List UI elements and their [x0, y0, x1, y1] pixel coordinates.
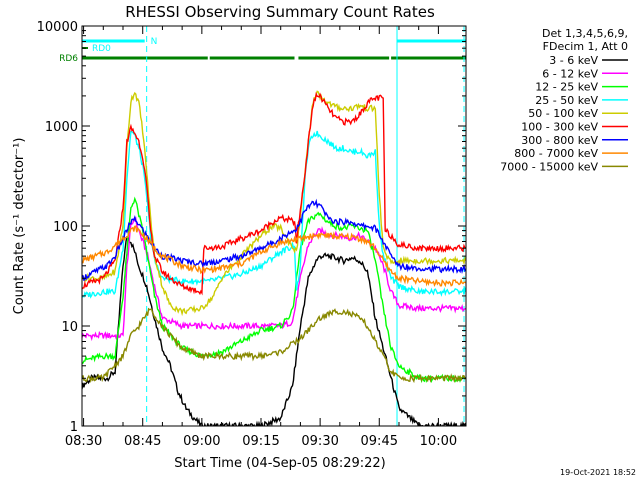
legend-label: 50 - 100 keV — [528, 107, 598, 120]
x-tick-label: 10:00 — [420, 434, 457, 449]
y-tick-label: 10 — [61, 320, 78, 335]
legend: Det 1,3,4,5,6,9, FDecim 1, Att 0 3 - 6 k… — [500, 27, 628, 173]
series-line-25-50-kev — [82, 130, 466, 299]
legend-label: 3 - 6 keV — [549, 54, 598, 67]
x-tick-label: 09:00 — [183, 434, 220, 449]
series-line-300-800-kev — [82, 198, 466, 282]
series-line-50-100-kev — [82, 90, 466, 317]
y-tick-label: 1000 — [45, 120, 78, 135]
series-lines — [82, 90, 466, 426]
series-line-100-300-kev — [82, 91, 466, 296]
legend-label: 7000 - 15000 keV — [500, 160, 598, 173]
series-line-3-6-kev — [82, 236, 466, 426]
y-tick-label: 1 — [70, 420, 78, 435]
instrument-flags: N RD0 RD6 — [59, 37, 466, 64]
y-axis: 1 10 100 1000 10000 — [37, 20, 466, 435]
legend-label: 800 - 7000 keV — [514, 147, 598, 160]
legend-label: 12 - 25 keV — [535, 81, 598, 94]
y-axis-label: Count Rate (s⁻¹ detector⁻¹) — [12, 138, 27, 315]
legend-label: 100 - 300 keV — [521, 121, 598, 134]
x-tick-label: 08:45 — [124, 434, 161, 449]
legend-header-line-1: Det 1,3,4,5,6,9, — [542, 27, 628, 40]
x-tick-label: 09:15 — [242, 434, 279, 449]
legend-label: 25 - 50 keV — [535, 94, 598, 107]
flag-label-n: N — [151, 37, 158, 47]
x-tick-label: 09:45 — [361, 434, 398, 449]
series-line-7000-15000-kev — [82, 307, 466, 384]
x-axis-label: Start Time (04-Sep-05 08:29:22) — [174, 456, 385, 471]
y-tick-label: 100 — [53, 220, 78, 235]
chart-title: RHESSI Observing Summary Count Rates — [125, 3, 435, 21]
y-tick-label: 10000 — [37, 20, 78, 35]
generation-timestamp: 19-Oct-2021 18:52 — [560, 468, 636, 477]
legend-label: 6 - 12 keV — [542, 67, 598, 80]
x-tick-label: 09:30 — [301, 434, 338, 449]
x-axis: 08:30 08:45 09:00 09:15 09:30 09:45 10:00 — [65, 26, 457, 449]
legend-header-line-2: FDecim 1, Att 0 — [543, 40, 628, 53]
legend-label: 300 - 800 keV — [521, 134, 598, 147]
x-tick-label: 08:30 — [65, 434, 102, 449]
series-line-800-7000-kev — [82, 225, 466, 288]
flag-label-rd0: RD0 — [92, 44, 111, 54]
flag-label-rd6: RD6 — [59, 54, 78, 64]
series-line-12-25-kev — [82, 196, 466, 384]
